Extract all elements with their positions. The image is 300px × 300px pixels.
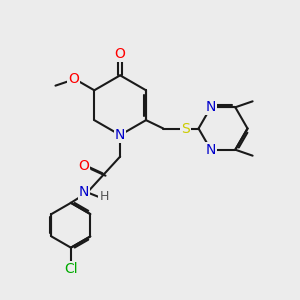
Text: S: S xyxy=(181,122,190,136)
Text: Cl: Cl xyxy=(64,262,78,275)
Text: O: O xyxy=(79,159,89,173)
Text: H: H xyxy=(99,190,109,203)
Text: O: O xyxy=(68,72,79,86)
Text: N: N xyxy=(115,128,125,142)
Text: N: N xyxy=(206,100,216,114)
Text: O: O xyxy=(115,46,126,61)
Text: N: N xyxy=(206,143,216,157)
Text: N: N xyxy=(79,185,89,200)
